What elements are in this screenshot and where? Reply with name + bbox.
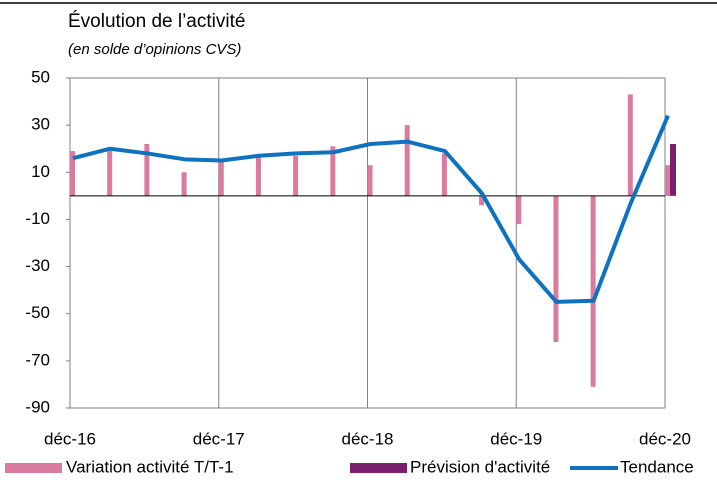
x-tick-label: déc-19 — [490, 429, 542, 448]
bar — [479, 195, 485, 206]
bar — [441, 153, 447, 196]
legend-label: Prévision d'activité — [410, 457, 550, 476]
bar — [367, 165, 373, 196]
bar — [107, 151, 113, 196]
y-tick-label: -10 — [25, 209, 50, 228]
bar — [553, 195, 559, 342]
y-tick-label: 30 — [31, 115, 50, 134]
legend-label: Variation activité T/T-1 — [66, 457, 234, 476]
x-tick-label: déc-16 — [44, 429, 96, 448]
y-tick-label: -70 — [25, 350, 50, 369]
bar — [590, 195, 596, 387]
legend-swatch — [5, 463, 62, 473]
x-tick-label: déc-18 — [342, 429, 394, 448]
chart-title: Évolution de l’activité — [68, 11, 245, 32]
bar — [218, 160, 224, 196]
line — [72, 114, 670, 304]
y-tick-label: -90 — [25, 397, 50, 416]
bar — [181, 172, 187, 196]
legend-label: Tendance — [620, 457, 694, 476]
y-tick-label: -50 — [25, 303, 50, 322]
bar — [293, 155, 299, 196]
chart-subtitle: (en solde d’opinions CVS) — [68, 41, 241, 58]
x-tick-label: déc-17 — [193, 429, 245, 448]
bar — [70, 151, 75, 196]
x-tick-label: déc-20 — [639, 429, 691, 448]
bar — [330, 146, 336, 196]
y-tick-label: 10 — [31, 162, 50, 181]
y-tick-label: -30 — [25, 256, 50, 275]
bar — [255, 155, 261, 196]
bar — [144, 144, 150, 196]
bar — [670, 144, 676, 196]
bar — [404, 125, 410, 196]
y-tick-label: 50 — [31, 67, 50, 86]
legend-swatch — [350, 463, 407, 473]
bar — [665, 165, 670, 196]
bar — [516, 195, 522, 225]
bar — [627, 94, 633, 196]
